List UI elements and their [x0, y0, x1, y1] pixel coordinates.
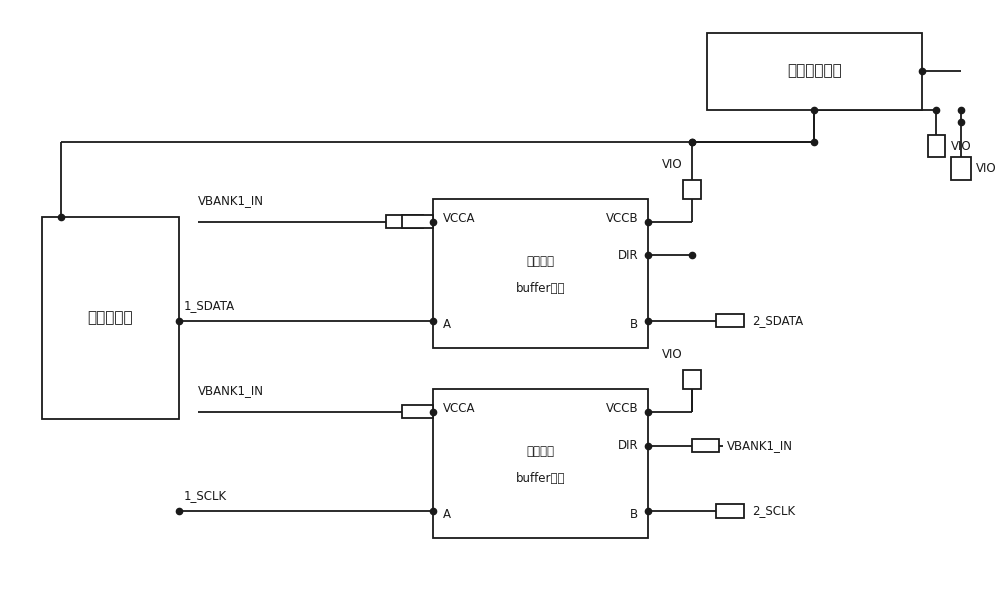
Text: 处理器单元: 处理器单元 [88, 310, 133, 325]
Text: DIR: DIR [618, 249, 638, 262]
Text: VCCA: VCCA [443, 212, 475, 225]
Text: buffer单元: buffer单元 [516, 281, 565, 295]
Bar [716, 314, 744, 328]
Bar [433, 389, 648, 538]
Bar [42, 217, 179, 419]
Text: DIR: DIR [618, 439, 638, 452]
Text: 2_SDATA: 2_SDATA [752, 314, 803, 328]
Text: B: B [630, 318, 638, 331]
Text: VIO: VIO [976, 162, 996, 175]
Text: 1_SDATA: 1_SDATA [184, 299, 235, 312]
Text: 电压转换单元: 电压转换单元 [787, 64, 842, 79]
Bar [683, 370, 701, 389]
Text: VBANK1_IN: VBANK1_IN [727, 439, 793, 452]
Text: 1_SCLK: 1_SCLK [184, 489, 227, 502]
Bar [386, 215, 423, 228]
Bar [692, 439, 719, 452]
Text: A: A [443, 508, 451, 521]
Text: VCCB: VCCB [606, 402, 638, 415]
Text: VCCB: VCCB [606, 212, 638, 225]
Bar [951, 157, 971, 180]
Bar [716, 505, 744, 518]
Text: buffer单元: buffer单元 [516, 472, 565, 485]
Text: 第一双向: 第一双向 [527, 255, 555, 268]
Bar [433, 199, 648, 347]
Text: VCCA: VCCA [443, 402, 475, 415]
Bar [402, 405, 433, 418]
Bar [683, 180, 701, 199]
Text: VIO: VIO [951, 140, 972, 152]
Bar [707, 32, 922, 110]
Bar [402, 215, 433, 228]
Text: VBANK1_IN: VBANK1_IN [198, 384, 264, 397]
Text: 第一双向: 第一双向 [527, 445, 555, 458]
Text: VBANK1_IN: VBANK1_IN [198, 194, 264, 206]
Text: 2_SCLK: 2_SCLK [752, 505, 795, 518]
Text: B: B [630, 508, 638, 521]
Text: A: A [443, 318, 451, 331]
Text: VIO: VIO [662, 348, 683, 361]
Text: VIO: VIO [662, 158, 683, 171]
Bar [928, 135, 945, 157]
